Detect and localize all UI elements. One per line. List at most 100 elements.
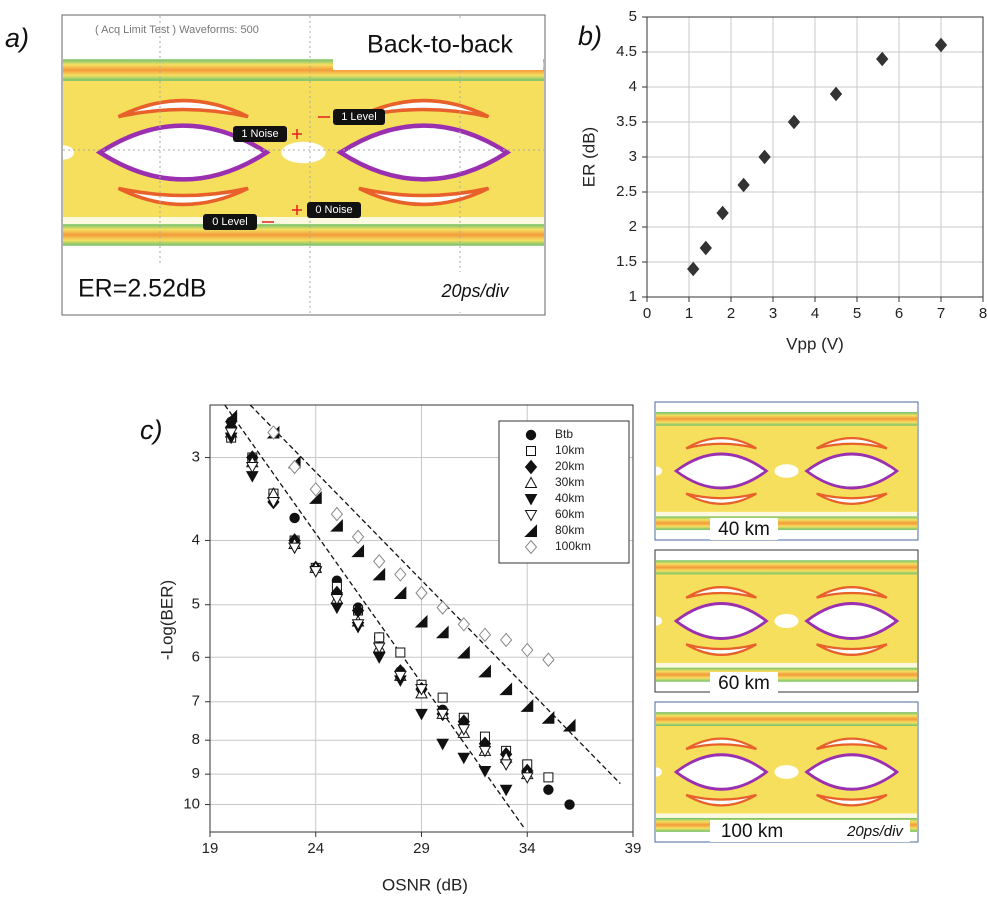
- legend-marker: [524, 510, 538, 522]
- marker: [457, 645, 470, 659]
- legend-marker: [524, 459, 538, 475]
- marker: [372, 567, 386, 581]
- legend-label: 10km: [555, 443, 584, 457]
- marker: [224, 409, 238, 423]
- title-box: [333, 20, 543, 70]
- y-tick-label: 1.5: [616, 253, 637, 270]
- marker: [374, 632, 385, 643]
- marker: [543, 772, 554, 783]
- marker: [699, 240, 712, 256]
- marker-tag: 0 Level: [212, 216, 247, 228]
- y-tick-label: 7: [192, 693, 200, 710]
- inset-label: 100 km: [721, 821, 783, 842]
- x-axis-title: Vpp (V): [786, 334, 844, 353]
- marker: [737, 177, 750, 193]
- x-axis-title: OSNR (dB): [382, 875, 468, 894]
- marker: [457, 724, 471, 736]
- level-markers: 1 Level 1 Noise 0 Level 0 Noise: [203, 109, 385, 230]
- inset-label-box: [710, 820, 910, 842]
- marker: [288, 459, 301, 475]
- y-tick-label: 4: [192, 531, 200, 548]
- marker: [541, 711, 555, 724]
- er-box: [64, 266, 234, 313]
- scope-grid: [63, 16, 544, 314]
- x-tick-label: 3: [769, 305, 777, 322]
- marker-tag: 1 Level: [341, 111, 376, 123]
- marker: [520, 772, 534, 784]
- x-tick-label: 6: [895, 305, 903, 322]
- y-tick-label: 5: [192, 596, 200, 613]
- x-tick-label: 7: [937, 305, 945, 322]
- legend-label: 30km: [555, 475, 584, 489]
- legend-label: 60km: [555, 507, 584, 521]
- legend-marker: [526, 446, 536, 456]
- marker: [478, 664, 491, 678]
- x-tick-label: 19: [202, 840, 219, 857]
- marker: [564, 799, 575, 810]
- marker: [309, 482, 322, 497]
- marker: [499, 759, 513, 771]
- marker: [245, 461, 259, 474]
- plot-frame: [209, 404, 634, 833]
- x-tick-label: 5: [853, 305, 861, 322]
- eye-diagram: [0, 45, 618, 260]
- fit-line: [224, 404, 526, 830]
- x-tick-label: 4: [811, 305, 819, 322]
- legend-label: 40km: [555, 491, 584, 505]
- marker: [478, 627, 492, 643]
- marker: [436, 708, 449, 721]
- panel-label: a): [5, 23, 29, 53]
- marker: [758, 149, 771, 165]
- inset-label-box: [710, 672, 778, 694]
- marker: [373, 554, 386, 569]
- panel-label: c): [140, 415, 163, 445]
- x-tick-label: 24: [307, 840, 324, 857]
- marker: [436, 600, 449, 615]
- panel-label: b): [578, 21, 602, 51]
- er-label: ER=2.52dB: [78, 275, 207, 303]
- marker: [716, 205, 729, 221]
- y-tick-label: 4: [629, 78, 637, 95]
- marker: [351, 619, 365, 631]
- marker: [499, 682, 513, 696]
- fit-line: [249, 404, 621, 785]
- y-tick-label: 1: [629, 288, 637, 305]
- legend-label: Btb: [555, 427, 573, 441]
- marker: [876, 51, 889, 67]
- legend-label: 20km: [555, 459, 584, 473]
- marker: [829, 86, 843, 102]
- y-tick-label: 2.5: [616, 183, 637, 200]
- marker: [351, 529, 365, 545]
- marker: [687, 261, 700, 277]
- marker: [436, 738, 449, 751]
- marker: [289, 512, 300, 524]
- legend-marker: [524, 494, 538, 506]
- eye-diagram: [656, 551, 917, 691]
- timebase-box: [410, 272, 543, 312]
- x-tick-label: 2: [727, 305, 735, 322]
- marker: [520, 699, 534, 712]
- marker: [437, 692, 448, 703]
- inset-label: 60 km: [718, 673, 770, 694]
- legend-box: [498, 420, 630, 564]
- timebase-label: 20ps/div: [440, 281, 509, 301]
- marker: [393, 586, 407, 600]
- y-tick-label: 3: [629, 148, 637, 165]
- x-tick-label: 29: [413, 840, 430, 857]
- marker: [542, 652, 555, 667]
- marker: [521, 642, 534, 658]
- marker: [478, 765, 492, 778]
- y-tick-label: 10: [183, 796, 200, 813]
- x-tick-label: 34: [519, 840, 536, 857]
- marker: [288, 542, 301, 555]
- marker: [394, 567, 407, 582]
- marker: [394, 670, 407, 683]
- marker: [499, 632, 513, 648]
- marker: [267, 425, 280, 440]
- marker: [330, 506, 344, 522]
- marker: [478, 745, 492, 758]
- marker: [309, 566, 323, 578]
- marker: [543, 784, 554, 795]
- marker: [435, 625, 449, 639]
